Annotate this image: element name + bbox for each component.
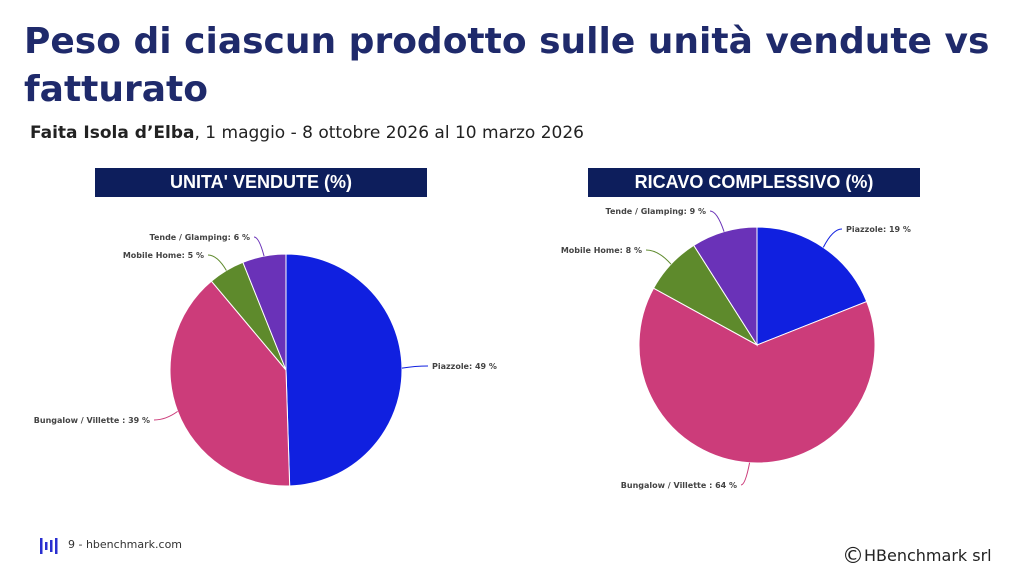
subtitle: Faita Isola d’Elba, 1 maggio - 8 ottobre… xyxy=(30,123,584,143)
pie1-label-tende-glamping: Tende / Glamping: 6 % xyxy=(150,233,250,242)
pie2-slice-bungalow-villette xyxy=(638,287,876,464)
pie1-leader-piazzole xyxy=(401,365,429,369)
pie1-label-bungalow-villette: Bungalow / Villette : 39 % xyxy=(34,416,150,425)
pie2-label-bungalow-villette: Bungalow / Villette : 64 % xyxy=(621,481,737,490)
pie1-leader-mobile-home xyxy=(207,254,227,271)
pie2-leader-tende-glamping xyxy=(709,210,725,232)
pie2-leader-piazzole xyxy=(822,228,843,248)
footer-page-text: 9 - hbenchmark.com xyxy=(68,538,183,551)
pie2-leader-mobile-home xyxy=(645,249,672,265)
page-title: Peso di ciascun prodotto sulle unità ven… xyxy=(24,21,990,110)
chart-title-unita-vendute: UNITA' VENDUTE (%) xyxy=(95,168,427,197)
chart-title-ricavo-complessivo: RICAVO COMPLESSIVO (%) xyxy=(588,168,920,197)
subtitle-period: , 1 maggio - 8 ottobre 2026 al 10 marzo … xyxy=(194,123,584,143)
copyright-icon: © xyxy=(842,544,864,569)
pie1-slice-piazzole xyxy=(285,253,403,487)
pie1-slice-tende-glamping xyxy=(242,253,287,371)
pie1-label-mobile-home: Mobile Home: 5 % xyxy=(123,251,204,260)
copyright: ©HBenchmark srl xyxy=(842,544,992,569)
pie2-label-mobile-home: Mobile Home: 8 % xyxy=(561,246,642,255)
pie1-leader-tende-glamping xyxy=(253,236,265,257)
subtitle-location: Faita Isola d’Elba xyxy=(30,123,195,143)
pie2-label-piazzole: Piazzole: 19 % xyxy=(846,225,911,234)
pie1-label-piazzole: Piazzole: 49 % xyxy=(432,362,497,371)
hbenchmark-logo-icon xyxy=(40,538,58,554)
pie2-label-tende-glamping: Tende / Glamping: 9 % xyxy=(606,207,706,216)
copyright-text: HBenchmark srl xyxy=(864,546,992,565)
pie2-leader-bungalow-villette xyxy=(740,462,751,486)
pie1-leader-bungalow-villette xyxy=(153,410,178,421)
